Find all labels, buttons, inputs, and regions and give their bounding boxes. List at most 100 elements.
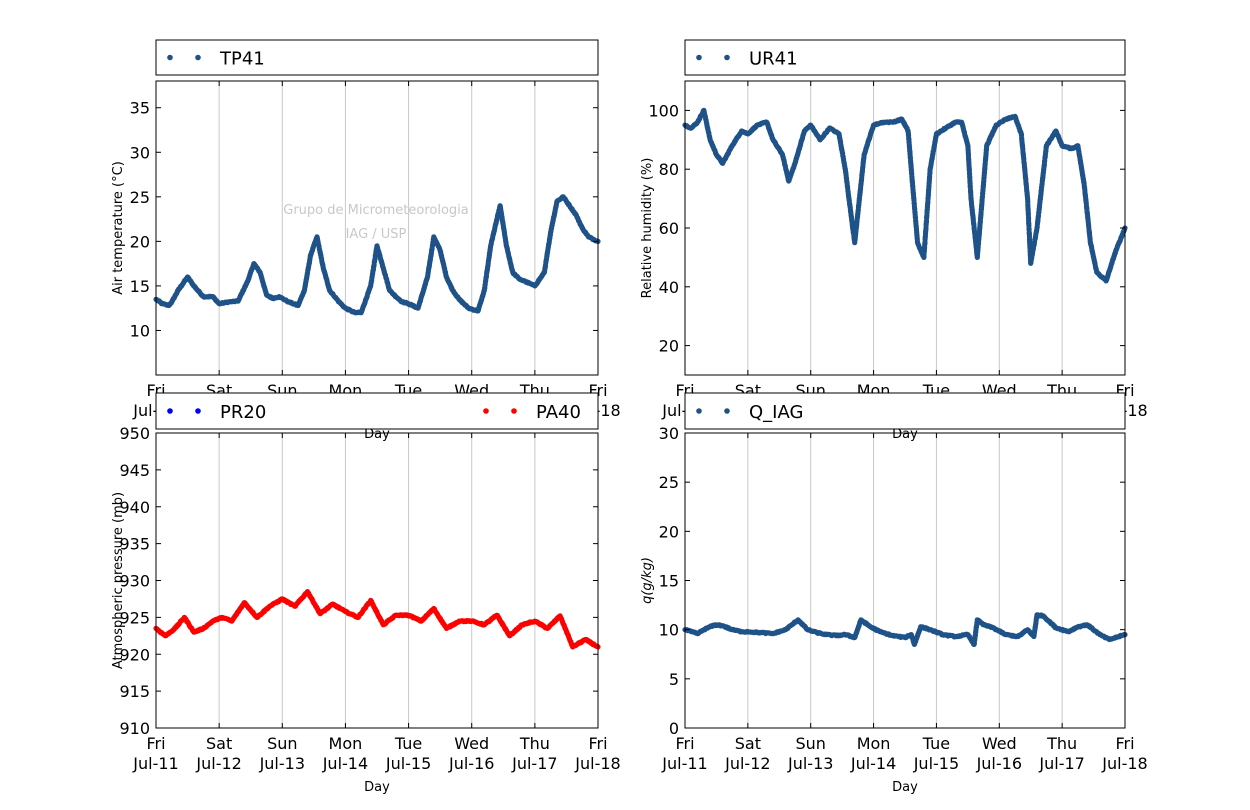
chart-temp: 101520253035FriJul-11SatJul-12SunJul-13M…	[111, 80, 621, 442]
legend-marker	[483, 408, 489, 414]
ytick-label: 10	[130, 321, 150, 340]
ytick-label: 0	[669, 719, 679, 738]
watermark-line1: Grupo de Micrometeorologia	[283, 203, 469, 218]
xtick-date: Jul-13	[259, 754, 305, 773]
series-UR41	[682, 107, 1128, 284]
xtick-date: Jul-13	[787, 754, 833, 773]
legend-q: Q_IAG	[684, 392, 1126, 430]
y-axis-label: q(g/kg)	[640, 557, 655, 604]
ytick-label: 20	[130, 232, 150, 251]
ytick-label: 20	[659, 337, 679, 356]
ytick-label: 915	[119, 682, 150, 701]
legend-label: TP41	[219, 49, 265, 70]
legend-rh: UR41	[684, 39, 1126, 76]
series-TP41	[153, 194, 601, 316]
xtick-day: Thu	[1046, 734, 1077, 753]
xtick-date: Jul-16	[448, 754, 494, 773]
x-axis-label: Day	[892, 780, 918, 795]
chart-rh: 20406080100FriJul-11SatJul-12SunJul-13Mo…	[640, 80, 1148, 442]
ytick-label: 40	[659, 278, 679, 297]
interp-point	[1121, 632, 1127, 638]
ytick-label: 910	[119, 719, 150, 738]
x-axis-label: Day	[364, 427, 390, 442]
legend-marker	[195, 408, 201, 414]
interp-point	[1081, 179, 1087, 185]
x-axis-label: Day	[364, 780, 390, 795]
ytick-label: 935	[119, 535, 150, 554]
ytick-label: 945	[119, 461, 150, 480]
legend-marker	[511, 408, 517, 414]
xtick-date: Jul-17	[511, 754, 557, 773]
xtick-day: Thu	[519, 734, 550, 753]
x-axis-label: Day	[892, 427, 918, 442]
xtick-date: Jul-17	[1038, 754, 1084, 773]
xtick-date: Jul-15	[913, 754, 959, 773]
ytick-label: 25	[130, 188, 150, 207]
legend-marker	[724, 54, 730, 61]
series-Q_IAG	[682, 612, 1128, 648]
xtick-day: Sun	[795, 734, 825, 753]
xtick-day: Fri	[675, 734, 694, 753]
legend-box	[684, 39, 1126, 76]
legend-label: PR20	[220, 402, 266, 423]
xtick-day: Wed	[454, 734, 489, 753]
xtick-date: Jul-18	[574, 754, 620, 773]
legend-label: PA40	[536, 402, 581, 423]
xtick-day: Tue	[394, 734, 422, 753]
legend-temp: TP41	[155, 39, 599, 76]
ytick-label: 15	[659, 572, 679, 591]
ytick-label: 930	[119, 572, 150, 591]
ytick-label: 100	[648, 101, 679, 120]
interp-point	[594, 643, 600, 649]
xtick-date: Jul-15	[385, 754, 431, 773]
legend-marker	[195, 54, 201, 61]
ytick-label: 25	[659, 473, 679, 492]
xtick-date: Jul-14	[850, 754, 896, 773]
xtick-day: Sat	[735, 734, 761, 753]
ytick-label: 80	[659, 160, 679, 179]
ytick-label: 35	[130, 99, 150, 118]
ytick-label: 920	[119, 645, 150, 664]
legend-box	[684, 392, 1126, 430]
legend-pres: PR20 PA40	[155, 392, 599, 430]
xtick-day: Fri	[588, 734, 607, 753]
y-axis-label: Atmospheric pressure (mb)	[111, 492, 126, 669]
xtick-day: Fri	[146, 734, 165, 753]
xtick-day: Mon	[857, 734, 891, 753]
chart-pres: 910915920925930935940945950FriJul-11SatJ…	[111, 424, 621, 795]
ytick-label: 925	[119, 608, 150, 627]
ytick-label: 10	[659, 621, 679, 640]
plot-frame	[155, 432, 599, 729]
xtick-date: Jul-14	[322, 754, 368, 773]
legend-box	[155, 392, 599, 430]
legend-marker	[167, 408, 173, 414]
xtick-date: Jul-11	[661, 754, 707, 773]
xtick-date: Jul-16	[976, 754, 1022, 773]
xtick-day: Fri	[1115, 734, 1134, 753]
ytick-label: 30	[659, 424, 679, 443]
legend-label: UR41	[749, 49, 798, 70]
chart-q: 051015202530FriJul-11SatJul-12SunJul-13M…	[640, 424, 1148, 795]
ytick-label: 940	[119, 498, 150, 517]
ytick-label: 15	[130, 277, 150, 296]
legend-label: Q_IAG	[749, 402, 803, 423]
legend-marker	[724, 408, 730, 414]
legend-box	[155, 39, 599, 76]
legend-marker	[167, 54, 173, 61]
ytick-label: 30	[130, 143, 150, 162]
xtick-date: Jul-12	[724, 754, 770, 773]
plot-frame	[155, 80, 599, 376]
legend-marker	[696, 54, 702, 61]
series-PA40	[153, 589, 601, 650]
y-axis-label: Air temperature (°C)	[111, 161, 126, 295]
xtick-day: Sat	[206, 734, 232, 753]
ytick-label: 20	[659, 522, 679, 541]
xtick-day: Wed	[982, 734, 1017, 753]
ytick-label: 950	[119, 424, 150, 443]
watermark-line2: IAG / USP	[346, 227, 407, 242]
legend-marker	[696, 408, 702, 414]
xtick-day: Sun	[267, 734, 297, 753]
ytick-label: 60	[659, 219, 679, 238]
xtick-date: Jul-12	[195, 754, 241, 773]
